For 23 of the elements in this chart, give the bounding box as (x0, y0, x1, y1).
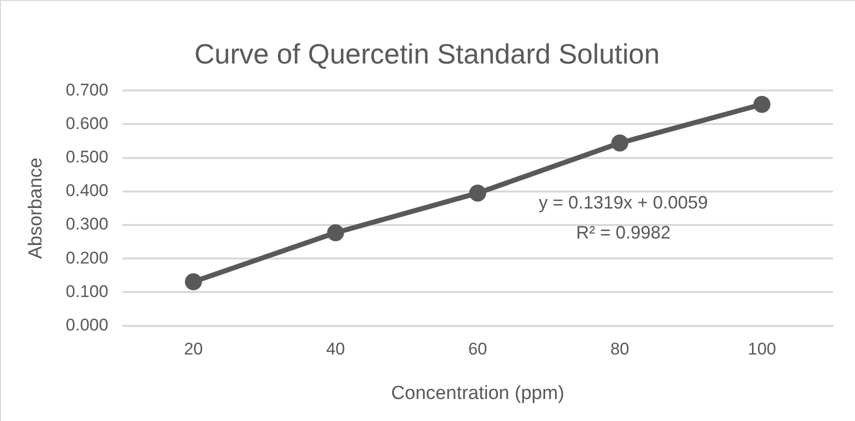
point (184, 273, 202, 290)
point (327, 224, 344, 242)
x-tick-label: 60 (468, 340, 488, 359)
point (611, 134, 628, 152)
annotation: R² = 0.9982 (576, 222, 671, 243)
y-tick-label: 0.400 (66, 181, 108, 200)
y-tick-label: 0.100 (66, 282, 108, 301)
point (469, 184, 486, 202)
y-tick-label: 0.500 (66, 147, 108, 166)
x-tick-label: 20 (184, 340, 203, 359)
chart-title: Curve of Quercetin Standard Solution (194, 38, 660, 70)
x-axis-title: Concentration (ppm) (391, 382, 564, 404)
y-tick-label: 0.600 (66, 114, 108, 133)
x-tick-label: 40 (326, 340, 345, 359)
y-tick-label: 0.200 (66, 248, 108, 268)
y-tick-label: 0.000 (66, 315, 108, 334)
y-axis-title: Absorbance (26, 157, 47, 259)
annotation: y = 0.1319x + 0.0059 (538, 192, 708, 213)
x-tick-label: 80 (610, 340, 630, 359)
y-tick-label: 0.300 (66, 214, 108, 234)
y-tick-label: 0.700 (66, 80, 108, 100)
point (753, 96, 770, 113)
x-tick-label: 100 (748, 340, 776, 359)
